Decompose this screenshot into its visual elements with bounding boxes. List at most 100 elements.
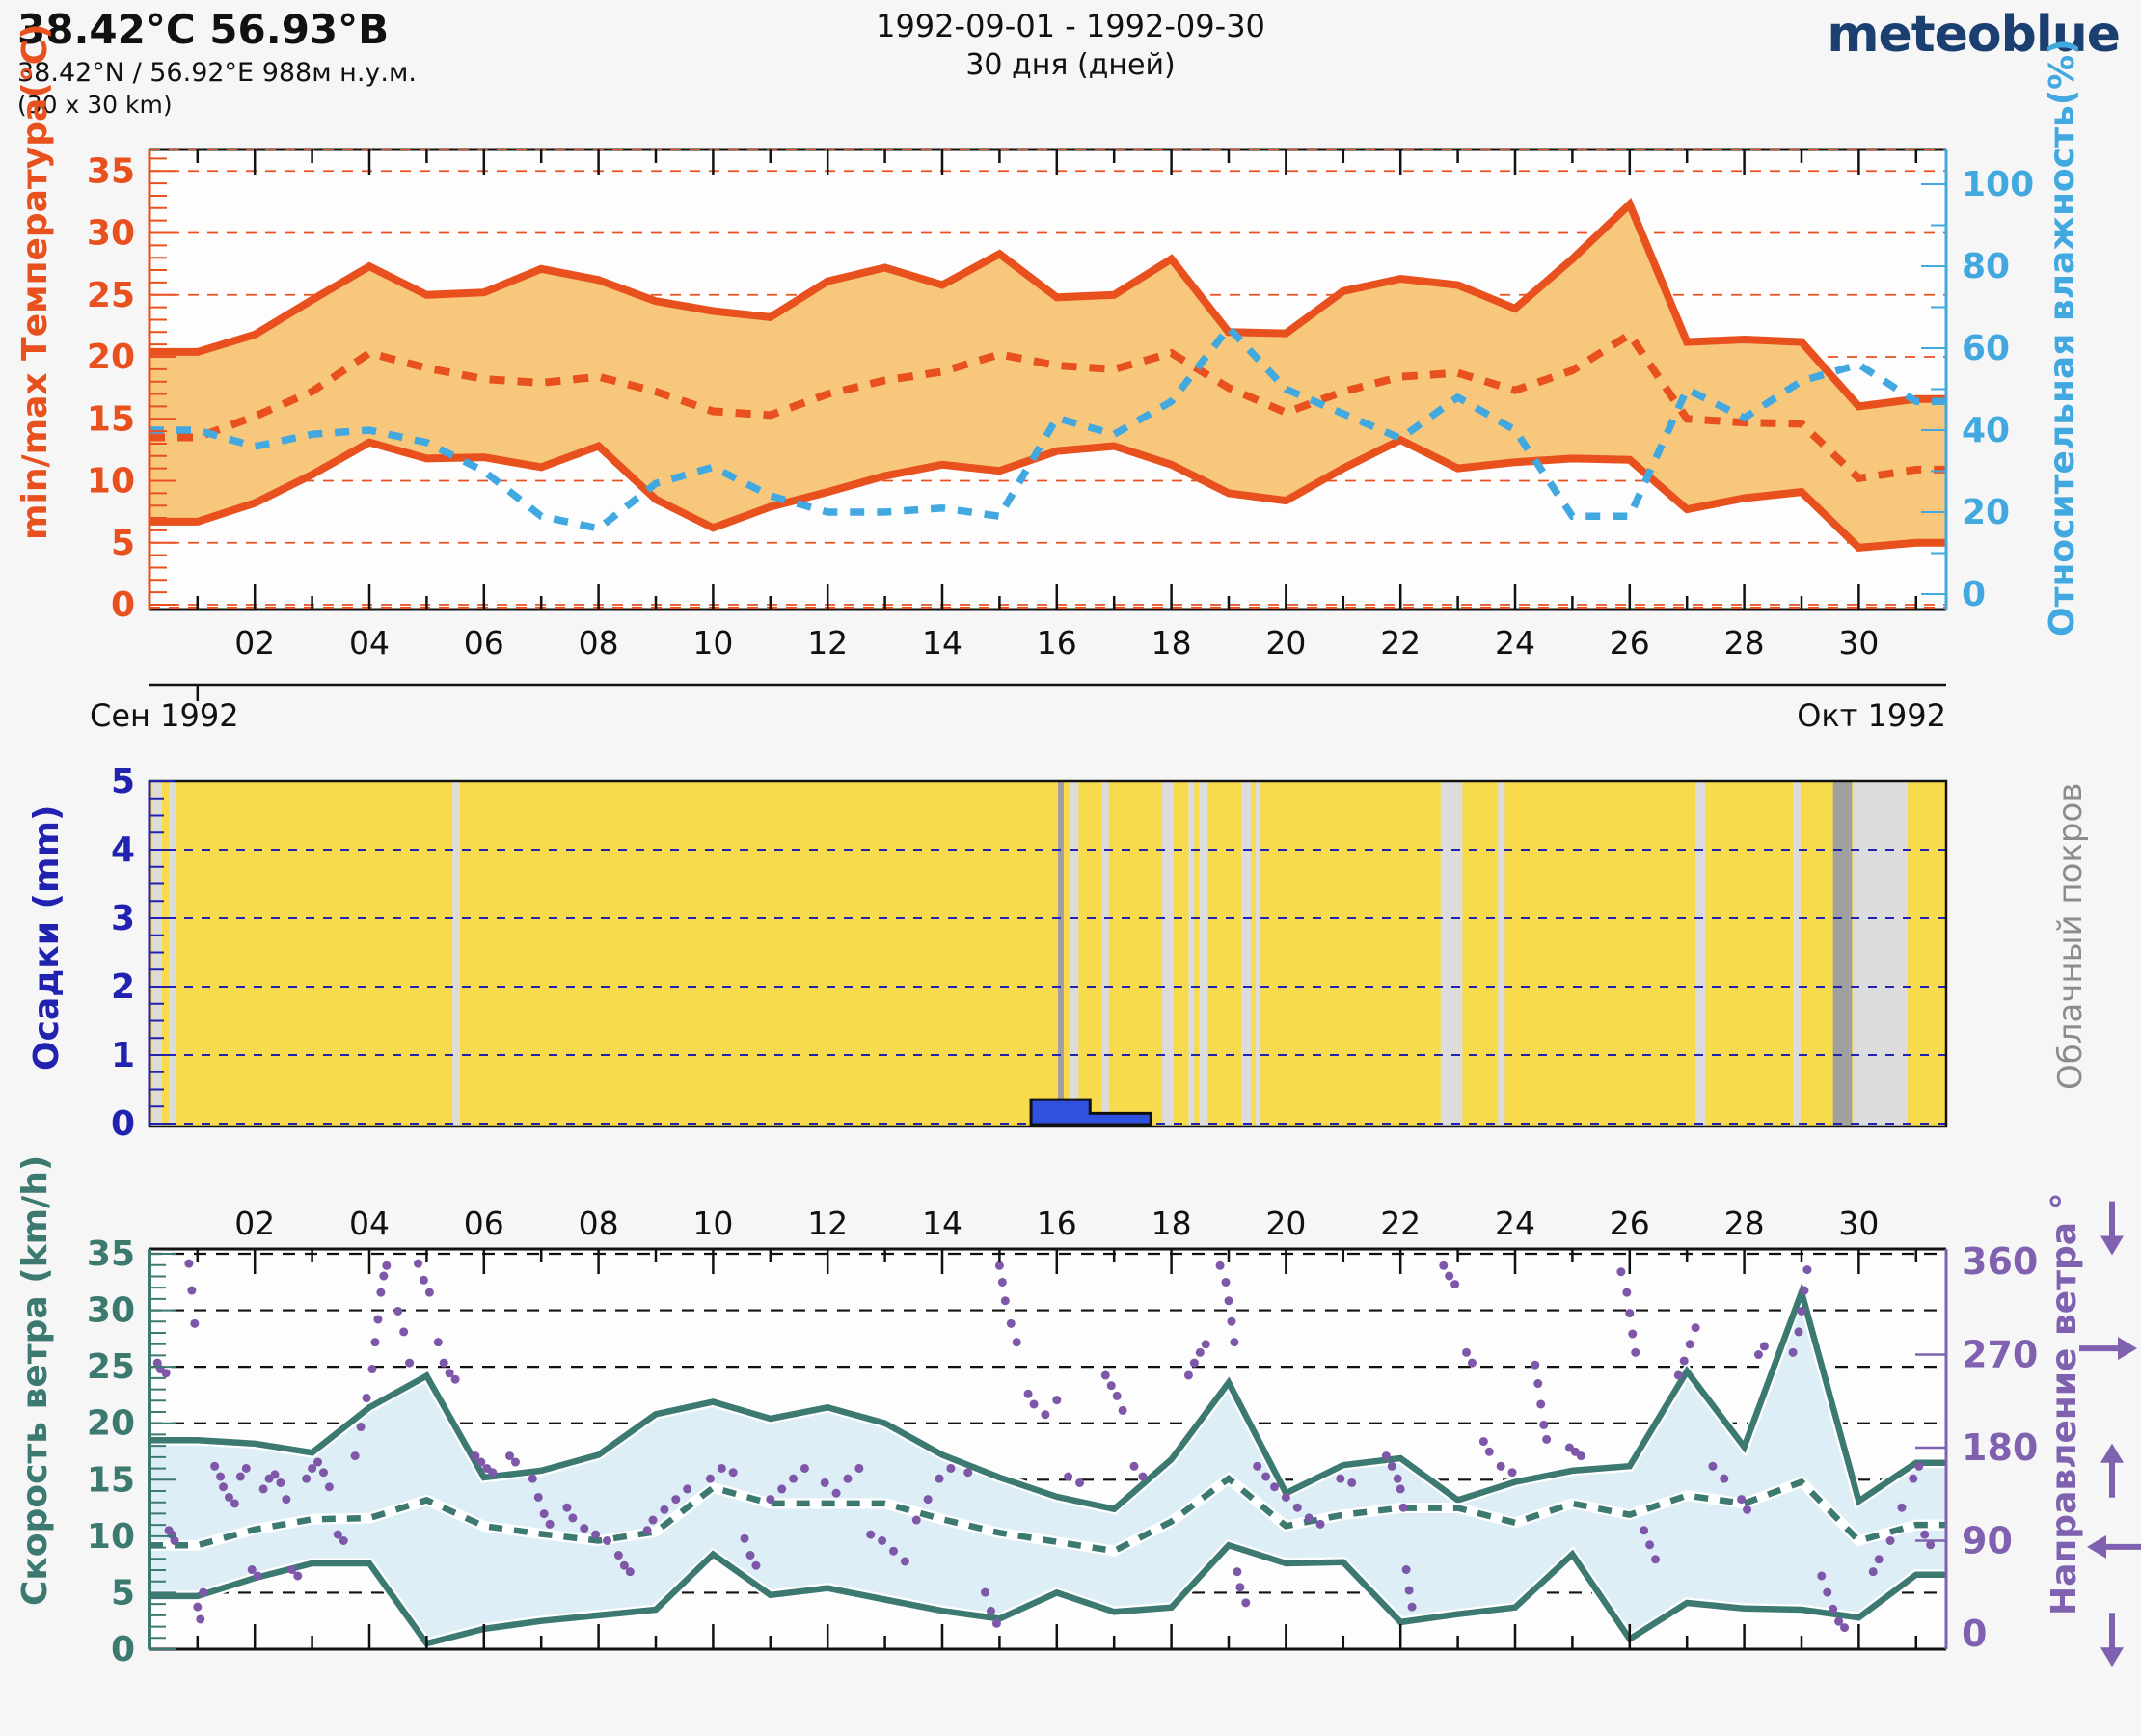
humidity-axis-tick: 100 [1962,165,2034,204]
cloud-cover-band [1101,781,1109,1126]
day-label: 14 [922,624,962,662]
duration-label: 30 дня (дней) [965,48,1176,82]
page-title: 38.42°С 56.93°В [17,6,390,53]
temperature-panel: 0 5 10 15 20 25 30 35 0 20 40 60 80 100 02 04 06 08 10 12 14… [15,23,2082,734]
precip-axis-tick: 1 [111,1036,135,1075]
wind-max-line [149,1282,1946,1513]
precipitation-panel: 0 1 2 3 4 5 Осадки (mm) Облачный покров [27,762,2090,1144]
wind-direction-arrow-down [2100,1201,2124,1256]
temp-axis-tick: 35 [87,151,135,191]
wind-axis-tick: 10 [87,1517,135,1557]
temp-axis-tick: 15 [87,399,135,439]
temp-axis-tick: 5 [111,524,135,563]
precip-axis-tick: 3 [111,899,135,938]
humidity-line [149,322,1946,533]
cloud-cover-band [1793,781,1801,1126]
wind-mean-line [149,1474,1946,1555]
cloud-cover-band [1832,781,1853,1126]
cloud-cover-band [1199,781,1208,1126]
cloud-cover-band [1188,781,1195,1126]
header-center: 1992-09-01 - 1992-09-30 30 дня (дней) [0,8,2141,82]
wind-direction-arrow-left [2087,1534,2141,1559]
day-label: 12 [807,624,848,662]
wind-axis-title: Скорость ветра (km/h) [15,1155,55,1606]
cloud-cover-band [169,781,176,1126]
temp-min-line [149,435,1946,553]
humidity-axis-tick: 80 [1962,247,2010,286]
page-coordinates: 38.42°N / 56.92°E 988м н.у.м. [17,58,417,88]
temp-axis-tick: 10 [87,462,135,502]
temp-axis-tick: 20 [87,338,135,377]
wind-axis-tick: 15 [87,1460,135,1500]
wind-direction-axis-tick: 360 [1962,1240,2038,1283]
humidity-axis-tick: 60 [1962,329,2010,368]
humidity-axis-tick: 0 [1962,575,1986,614]
day-label: 22 [1380,624,1421,662]
wind-axis-tick: 35 [87,1234,135,1274]
wind-axis-tick: 20 [87,1404,135,1444]
precip-axis-tick: 5 [111,762,135,801]
grid-size: (30 x 30 km) [17,91,173,119]
wind-panel: 02 04 06 08 10 12 14 16 18 20 22 24 26 28 30 0 5 10 15 20 25… [15,1155,2141,1669]
cloud-cover-band [1255,781,1261,1126]
day-label: 06 [464,624,504,662]
cloud-cover-band [1853,781,1908,1126]
wind-direction-arrow-down [2100,1613,2124,1668]
day-label: 30 [1838,1205,1879,1242]
month-label-right: Окт 1992 [1797,697,1946,734]
humidity-axis-tick: 40 [1962,411,2010,450]
humidity-axis-title: Относительная влажность(%) [2043,39,2082,637]
precip-bars [1029,1098,1152,1126]
cloud-cover-band [1057,781,1064,1126]
wind-direction-axis-tick: 180 [1962,1426,2038,1469]
day-label: 10 [692,624,733,662]
humidity-axis-tick: 20 [1962,493,2010,532]
day-label: 08 [579,624,619,662]
meteoblue-logo: meteoblue [1827,6,2121,64]
temp-axis-title: min/max Температура(°C) [15,23,55,540]
wind-direction-arrow-up [2100,1443,2124,1498]
precip-axis-tick: 4 [111,830,135,870]
day-label: 02 [234,1205,275,1242]
day-label: 08 [579,1205,619,1242]
day-label: 06 [464,1205,504,1242]
wind-direction-axis-tick: 0 [1962,1613,1987,1655]
cloud-cover-axis-title: Облачный покров [2051,783,2090,1090]
wind-range-band [149,1291,1946,1644]
day-label: 22 [1380,1205,1421,1242]
day-label: 18 [1152,1205,1192,1242]
cloud-cover-band [1695,781,1706,1126]
precip-axis-tick: 0 [111,1104,135,1144]
day-label: 04 [349,624,390,662]
wind-direction-arrow-right [2079,1337,2137,1361]
day-label: 26 [1610,1205,1650,1242]
day-label: 12 [807,1205,848,1242]
cloud-cover-band [1162,781,1174,1126]
temp-mean-line [149,329,1946,483]
cloud-cover-band [1241,781,1252,1126]
wind-axis-tick: 0 [111,1630,135,1669]
temp-axis-tick: 30 [87,214,135,254]
wind-direction-axis-title: Направление ветра ° [2045,1192,2084,1615]
day-label: 24 [1495,624,1535,662]
day-label: 16 [1037,624,1077,662]
wind-direction-dots [152,1259,1936,1633]
day-label: 04 [349,1205,390,1242]
precip-axis-title: Осадки (mm) [27,805,67,1071]
day-label: 18 [1152,624,1192,662]
day-label: 20 [1265,624,1306,662]
day-label: 14 [922,1205,962,1242]
wind-direction-axis-tick: 270 [1962,1334,2038,1376]
wind-min-line [149,1541,1946,1647]
temp-axis-tick: 25 [87,276,135,315]
temp-axis-tick: 0 [111,585,135,625]
cloud-cover-band [1498,781,1505,1126]
date-range: 1992-09-01 - 1992-09-30 [876,8,1265,44]
wind-direction-axis-tick: 90 [1962,1520,2013,1562]
wind-axis-tick: 25 [87,1347,135,1387]
cloud-cover-band [1070,781,1079,1126]
cloud-cover-band [152,781,162,1126]
day-label: 16 [1037,1205,1077,1242]
